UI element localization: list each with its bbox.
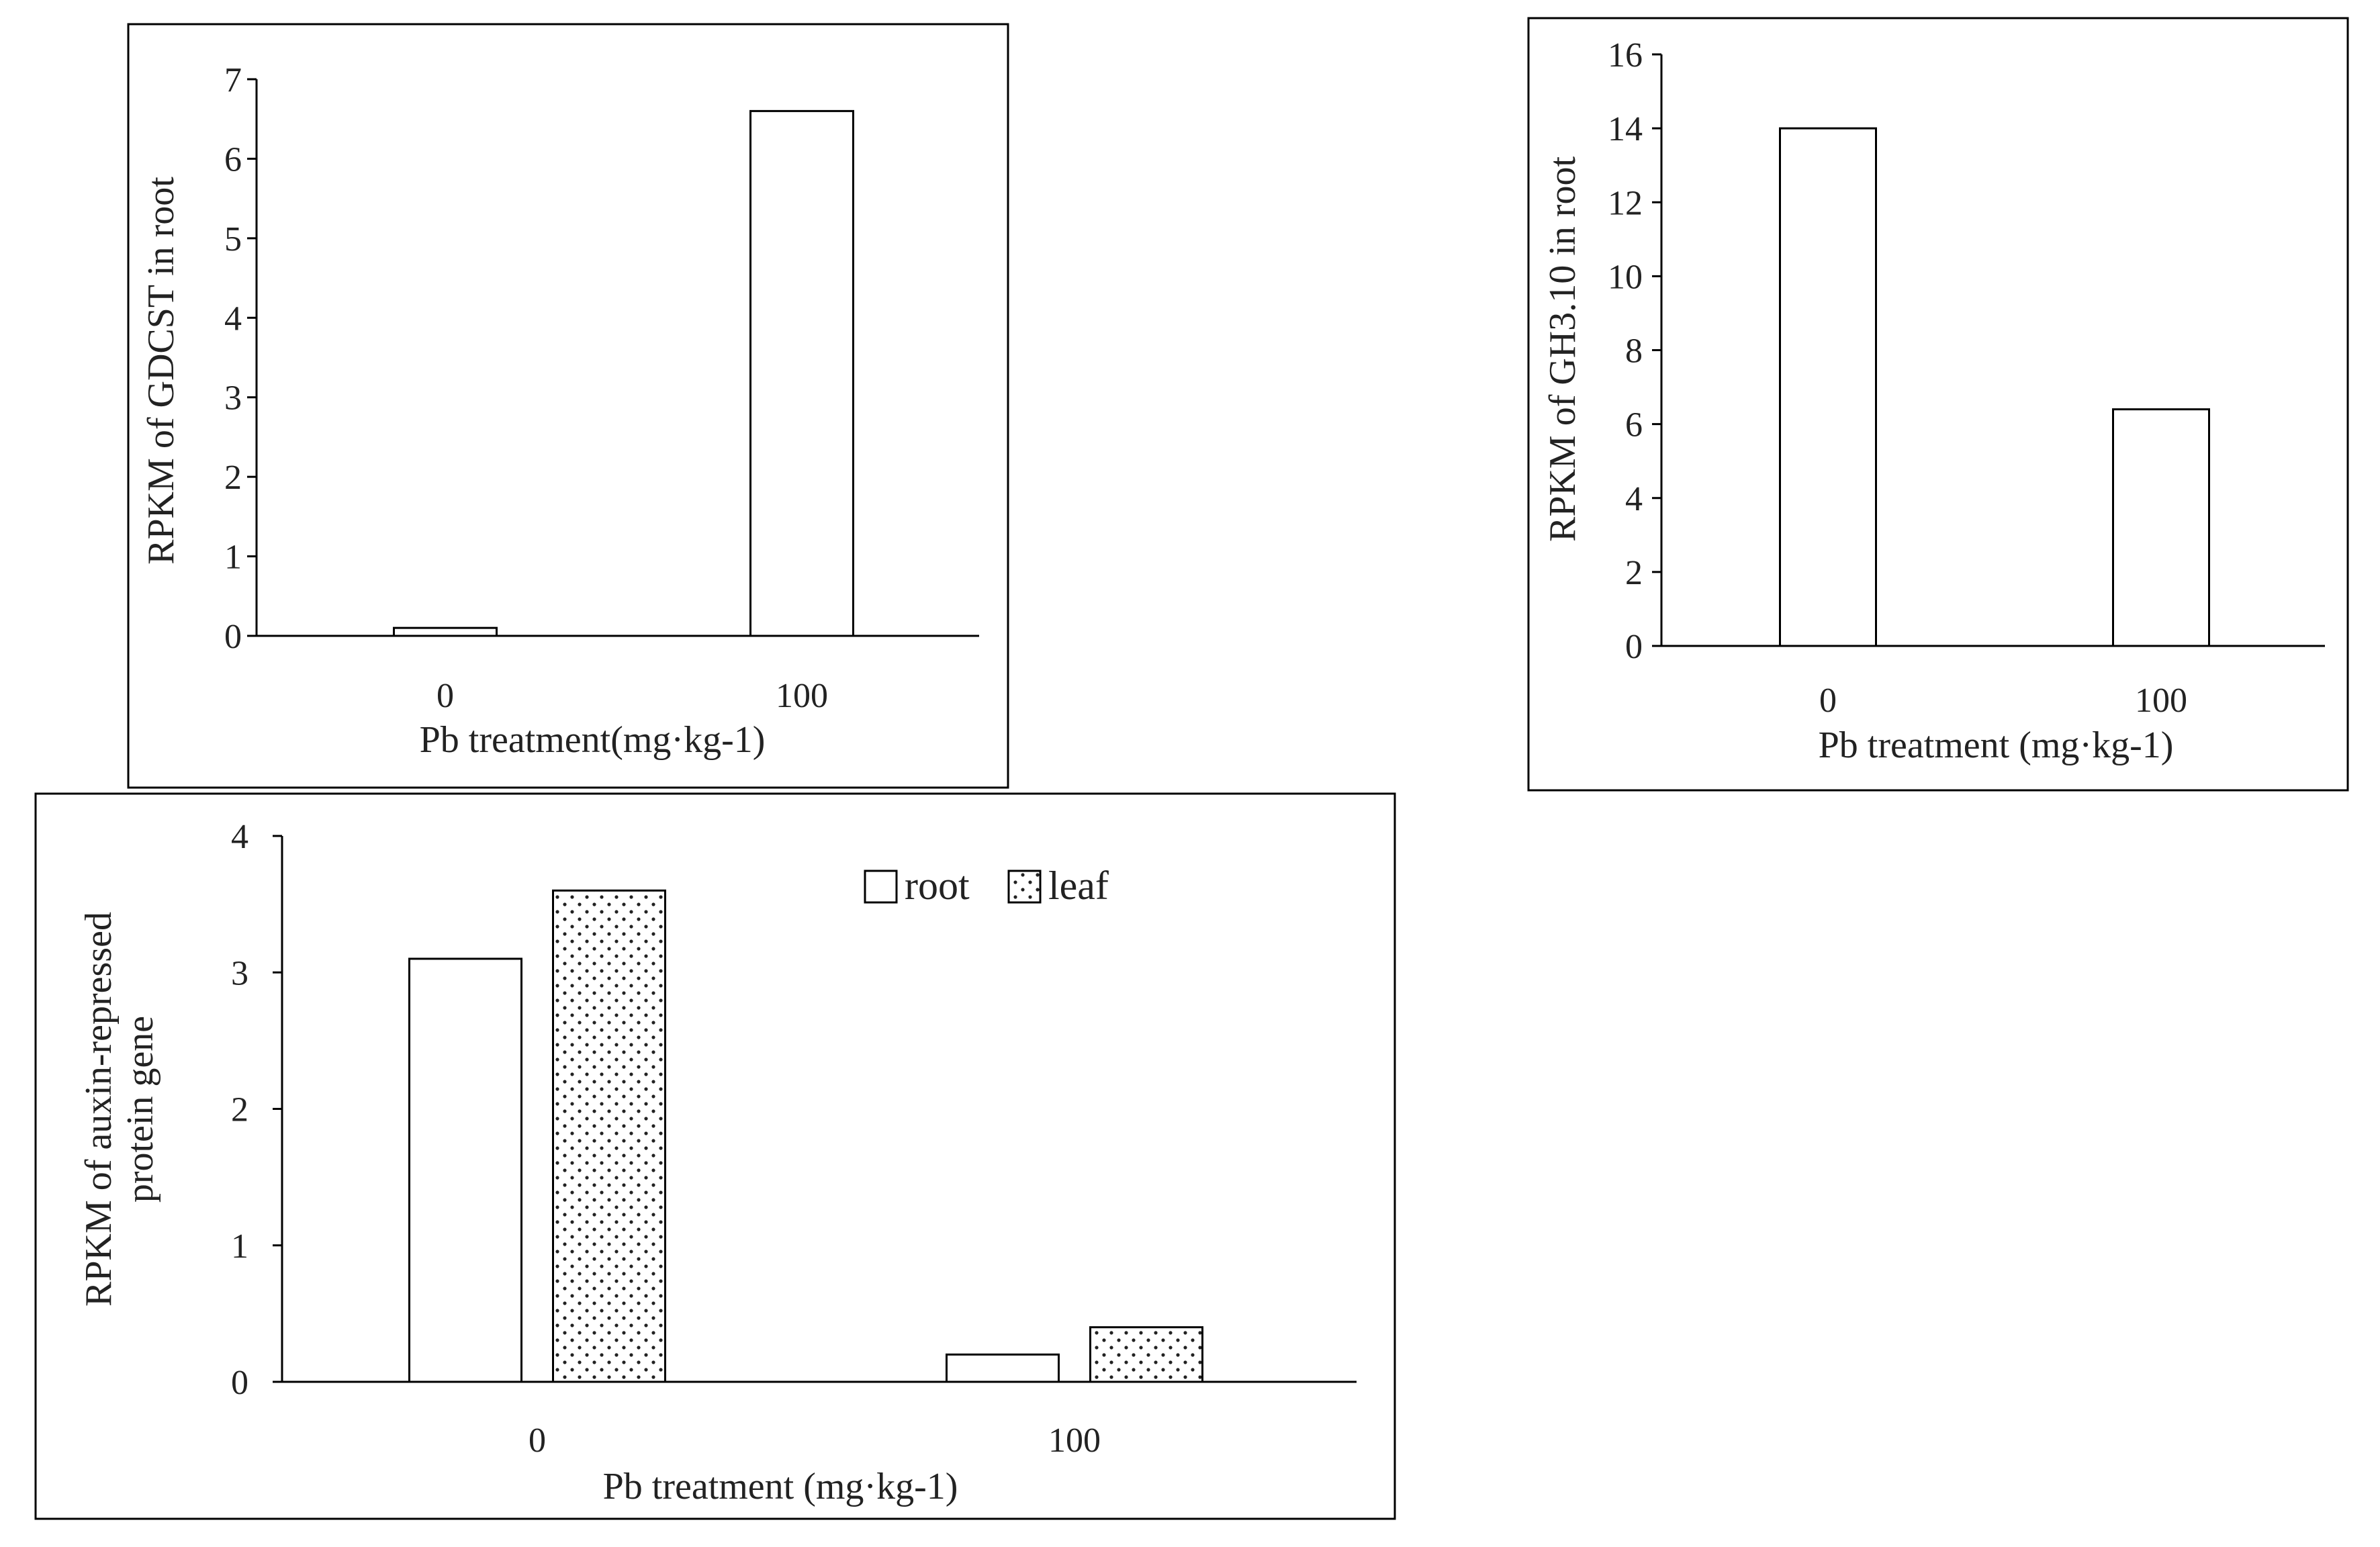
gh3-10-bar-cat-0 [1779, 127, 1877, 647]
gdcst-x-tick-label: 0 [437, 677, 454, 715]
gh3-10-y-tick-label: 14 [1608, 110, 1643, 148]
gh3-10-y-tick-label: 16 [1608, 36, 1643, 75]
auxin-legend: root leaf [864, 863, 1109, 908]
auxin-y-axis-title: RPKM of auxin-repressed [78, 912, 120, 1307]
gh3-10-bar-cat-100 [2112, 408, 2210, 647]
gdcst-y-tick-label: 4 [224, 299, 242, 338]
auxin-x-axis-title: Pb treatment (mg·kg-1) [603, 1466, 958, 1507]
legend-swatch-root [864, 870, 898, 904]
gh3-10-y-tick-label: 10 [1608, 258, 1643, 296]
gdcst-y-tick-label: 6 [224, 140, 242, 179]
gh3-10-y-tick-label: 12 [1608, 184, 1643, 222]
chart-auxin-repressed-frame [34, 792, 1396, 1520]
auxin-y-tick-label: 0 [231, 1364, 248, 1402]
gh3-10-y-axis-title: RPKM of GH3.10 in root [1542, 156, 1584, 542]
auxin-y-tick-label: 3 [231, 954, 248, 992]
auxin-bar-leaf-cat-100 [1089, 1326, 1203, 1383]
gdcst-y-axis-title: RPKM of GDCST in root [140, 177, 182, 565]
gdcst-bar-cat-100 [749, 109, 854, 637]
gdcst-x-axis-title: Pb treatment(mg·kg-1) [420, 719, 766, 761]
auxin-y-tick-label: 1 [231, 1227, 248, 1266]
gh3-10-y-tick-label: 2 [1625, 554, 1643, 592]
gdcst-x-tick-label: 100 [776, 677, 828, 715]
auxin-bar-leaf-cat-0 [552, 889, 666, 1383]
chart-auxin-repressed: 0 1 2 3 4 0 100 Pb treatment (mg·kg-1) RPKM of a… [34, 792, 1396, 1520]
legend-label-leaf: leaf [1048, 863, 1109, 908]
gh3-10-y-tick-label: 4 [1625, 480, 1643, 518]
gh3-10-y-tick-label: 6 [1625, 406, 1643, 444]
gh3-10-x-axis-title: Pb treatment (mg·kg-1) [1819, 724, 2174, 766]
gh3-10-y-tick-label: 8 [1625, 332, 1643, 371]
auxin-bar-root-cat-0 [408, 957, 522, 1383]
legend-label-root: root [905, 863, 970, 908]
gdcst-y-tick-label: 0 [224, 618, 242, 656]
auxin-x-tick-label: 100 [1048, 1421, 1101, 1460]
gh3-10-x-tick-label: 100 [2135, 682, 2187, 720]
gdcst-y-tick-label: 2 [224, 459, 242, 497]
gdcst-bar-cat-0 [393, 626, 498, 637]
auxin-y-axis-title: protein gene [120, 1016, 161, 1203]
chart-gdcst: 0 1 2 3 4 5 6 7 0 100 Pb treatment(mg·kg-1) RPKM of… [127, 23, 1009, 789]
gdcst-y-tick-label: 1 [224, 538, 242, 577]
chart-gh3-10-frame [1527, 17, 2349, 792]
auxin-y-tick-label: 2 [231, 1091, 248, 1129]
chart-gdcst-frame [127, 23, 1009, 789]
gdcst-y-tick-label: 7 [224, 61, 242, 99]
gh3-10-y-tick-label: 0 [1625, 628, 1643, 666]
gdcst-y-tick-label: 5 [224, 220, 242, 259]
gh3-10-x-tick-label: 0 [1819, 682, 1837, 720]
auxin-bar-root-cat-100 [946, 1353, 1060, 1383]
legend-swatch-leaf [1007, 870, 1042, 904]
auxin-x-tick-label: 0 [529, 1421, 546, 1460]
chart-gh3-10: 0 2 4 6 8 10 12 14 16 0 100 Pb treatment (mg·kg-1) R… [1527, 17, 2349, 792]
auxin-y-tick-label: 4 [231, 818, 248, 856]
gdcst-y-tick-label: 3 [224, 379, 242, 418]
